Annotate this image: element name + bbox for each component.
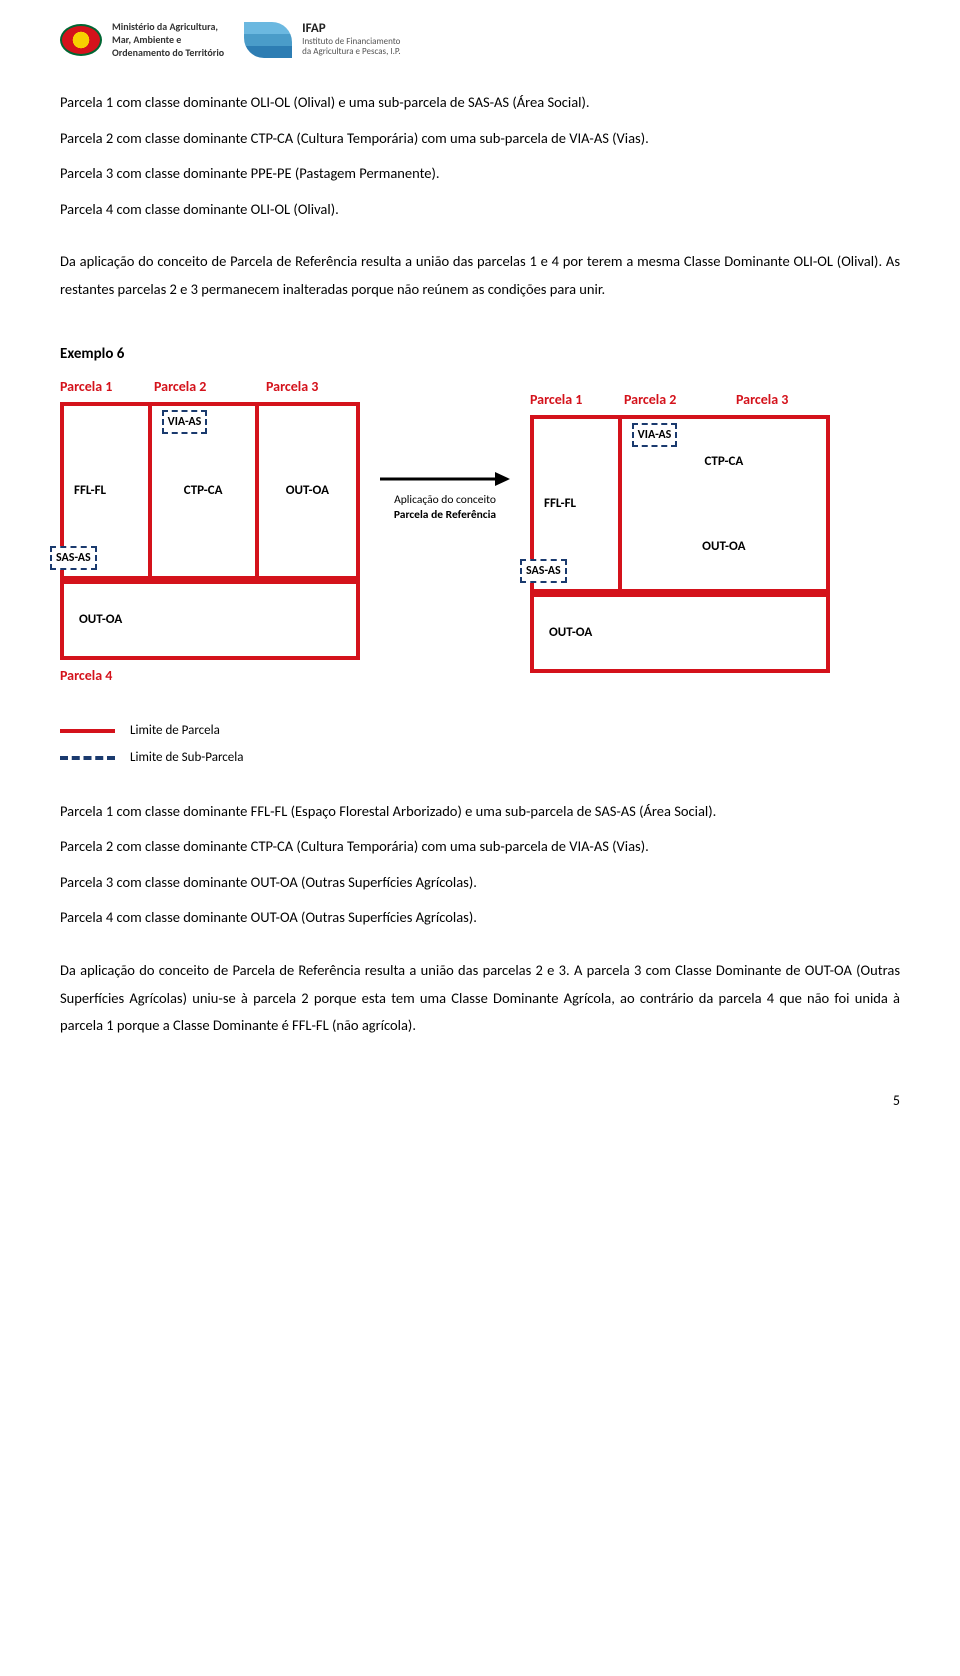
arrow-text2: Parcela de Referência: [394, 508, 496, 522]
left-cell1: FFL-FL SAS-AS: [64, 406, 152, 576]
bottom-text-block: Parcela 1 com classe dominante FFL-FL (E…: [60, 798, 900, 1040]
legend-solid-row: Limite de Parcela: [60, 721, 900, 741]
ifap-text: IFAP Instituto de Financiamento da Agric…: [302, 21, 401, 58]
arrow-block: Aplicação do conceito Parcela de Referên…: [380, 469, 510, 523]
right-top-grid: FFL-FL SAS-AS VIA-AS CTP-CA OUT-OA: [530, 415, 830, 593]
legend-dash-icon: [60, 756, 115, 760]
label-p3-right: Parcela 3: [736, 389, 788, 410]
top-text-block: Parcela 1 com classe dominante OLI-OL (O…: [60, 89, 900, 303]
left-labels-row: Parcela 1 Parcela 2 Parcela 3: [60, 376, 360, 397]
top-p1: Parcela 1 com classe dominante OLI-OL (O…: [60, 89, 900, 117]
right-labels-row: Parcela 1 Parcela 2 Parcela 3: [530, 389, 830, 410]
legend-solid-text: Limite de Parcela: [130, 721, 220, 741]
right-cell1: FFL-FL SAS-AS: [534, 419, 622, 589]
page-number: 5: [60, 1090, 900, 1111]
portuguese-emblem-icon: [60, 24, 102, 56]
right-merged-out: OUT-OA: [702, 537, 745, 557]
diagram-wrapper: Parcela 1 Parcela 2 Parcela 3 FFL-FL SAS…: [60, 376, 900, 686]
bot-p2: Parcela 2 com classe dominante CTP-CA (C…: [60, 833, 900, 861]
left-c1-sas: SAS-AS: [50, 546, 97, 570]
legend-solid-icon: [60, 729, 115, 733]
diagram-left: Parcela 1 Parcela 2 Parcela 3 FFL-FL SAS…: [60, 376, 360, 686]
left-c2-ctp: CTP-CA: [184, 481, 223, 501]
label-p3-left: Parcela 3: [266, 376, 318, 397]
ifap-logo-block: IFAP Instituto de Financiamento da Agric…: [244, 21, 401, 58]
ifap-title: IFAP: [302, 21, 401, 37]
right-c1-ffl: FFL-FL: [544, 494, 576, 514]
legend-dash-text: Limite de Sub-Parcela: [130, 748, 243, 768]
left-cell3: OUT-OA: [259, 406, 356, 576]
ministry-logo-block: Ministério da Agricultura, Mar, Ambiente…: [60, 20, 224, 59]
bot-p1: Parcela 1 com classe dominante FFL-FL (E…: [60, 798, 900, 826]
right-merged-via: VIA-AS: [632, 423, 678, 447]
label-p2-right: Parcela 2: [624, 389, 736, 410]
top-p5: Da aplicação do conceito de Parcela de R…: [60, 248, 900, 303]
legend-dash-row: Limite de Sub-Parcela: [60, 748, 900, 768]
bot-p3: Parcela 3 com classe dominante OUT-OA (O…: [60, 869, 900, 897]
label-p1-left: Parcela 1: [60, 376, 154, 397]
ministry-line3: Ordenamento do Território: [112, 46, 224, 59]
arrow-text1: Aplicação do conceito: [380, 493, 510, 508]
right-p4-box: OUT-OA: [530, 593, 830, 673]
left-cell2: VIA-AS CTP-CA: [152, 406, 259, 576]
label-p2-left: Parcela 2: [154, 376, 266, 397]
top-p2: Parcela 2 com classe dominante CTP-CA (C…: [60, 125, 900, 153]
top-p4: Parcela 4 com classe dominante OLI-OL (O…: [60, 196, 900, 224]
top-p3: Parcela 3 com classe dominante PPE-PE (P…: [60, 160, 900, 188]
right-merged-ctp: CTP-CA: [704, 452, 743, 472]
right-merged-cell: VIA-AS CTP-CA OUT-OA: [622, 419, 826, 589]
header-logos: Ministério da Agricultura, Mar, Ambiente…: [60, 20, 900, 59]
left-c3-out: OUT-OA: [286, 481, 329, 501]
ministry-line1: Ministério da Agricultura,: [112, 20, 224, 33]
bot-p5: Da aplicação do conceito de Parcela de R…: [60, 957, 900, 1040]
ifap-sub2: da Agricultura e Pescas, I.P.: [302, 46, 401, 57]
label-p4-left: Parcela 4: [60, 665, 360, 686]
diagram-right: Parcela 1 Parcela 2 Parcela 3 FFL-FL SAS…: [530, 389, 830, 673]
left-top-grid: FFL-FL SAS-AS VIA-AS CTP-CA OUT-OA: [60, 402, 360, 580]
bot-p4: Parcela 4 com classe dominante OUT-OA (O…: [60, 904, 900, 932]
right-p4-out: OUT-OA: [549, 623, 592, 643]
wave-icon: [244, 22, 292, 58]
left-c2-via: VIA-AS: [162, 410, 208, 434]
legend: Limite de Parcela Limite de Sub-Parcela: [60, 721, 900, 768]
right-c1-sas: SAS-AS: [520, 559, 567, 583]
ministry-line2: Mar, Ambiente e: [112, 33, 224, 46]
exemplo-title: Exemplo 6: [60, 343, 900, 366]
label-p1-right: Parcela 1: [530, 389, 624, 410]
left-c1-ffl: FFL-FL: [74, 481, 106, 501]
left-p4-out: OUT-OA: [79, 610, 122, 630]
left-p4-box: OUT-OA: [60, 580, 360, 660]
arrow-icon: [380, 469, 510, 489]
ifap-sub1: Instituto de Financiamento: [302, 36, 400, 47]
ministry-text: Ministério da Agricultura, Mar, Ambiente…: [112, 20, 224, 59]
